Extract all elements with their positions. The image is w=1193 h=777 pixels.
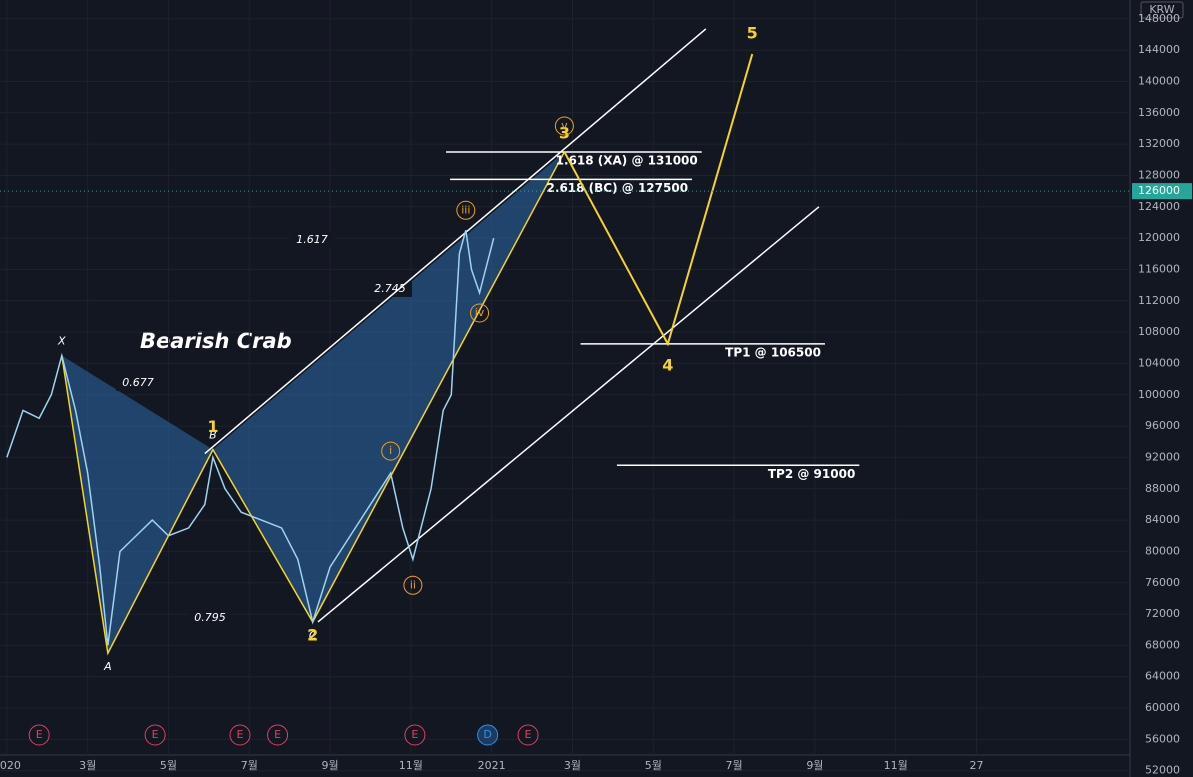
event-label: E [411,728,418,741]
y-tick-label: 96000 [1145,419,1180,432]
sub-wave-label: v [561,119,568,132]
currency-box [1140,1,1184,19]
y-tick-label: 72000 [1145,607,1180,620]
y-tick-label: 60000 [1145,701,1180,714]
x-tick-label: 7월 [726,759,743,772]
y-tick-label: 100000 [1138,388,1180,401]
y-tick-label: 112000 [1138,294,1180,307]
price-line [6,230,495,646]
sub-wave-marker [381,441,401,461]
event-marker [229,724,251,746]
y-tick-label: 132000 [1138,137,1180,150]
ratio-box [188,610,232,626]
y-tick-label: 88000 [1145,482,1180,495]
x-tick-label: 5월 [645,759,662,772]
y-tick-label: 140000 [1138,74,1180,87]
y-tick-label: 144000 [1138,43,1180,56]
ratio-box [116,375,160,391]
pattern-label: A [103,660,112,673]
event-marker [267,724,289,746]
level-label: TP1 @ 106500 [725,345,821,359]
ratio-box [368,281,412,297]
sub-wave-marker [470,303,490,323]
event-label: E [36,728,43,741]
level-label: 2.618 (BC) @ 127500 [547,181,689,195]
y-tick-label: 148000 [1138,12,1180,25]
wave-label: 2 [307,625,318,644]
event-label: D [483,728,491,741]
trend-line [204,28,707,455]
sub-wave-marker [456,200,476,220]
y-tick-label: 104000 [1138,356,1180,369]
event-label: E [152,728,159,741]
wave-label: 4 [662,355,673,374]
wave-label: 3 [559,123,570,142]
sub-wave-label: iv [475,306,485,319]
event-label: E [237,728,244,741]
y-tick-label: 56000 [1145,732,1180,745]
x-tick-label: 11월 [884,759,908,772]
wave-label: 5 [747,24,758,43]
y-tick-label: 136000 [1138,106,1180,119]
y-tick-label: 92000 [1145,450,1180,463]
sub-wave-marker [554,116,574,136]
y-tick-label: 80000 [1145,544,1180,557]
wave-projection [563,53,754,347]
y-tick-label: 76000 [1145,576,1180,589]
pattern-label: C [309,629,317,642]
event-marker [477,724,499,746]
event-label: E [525,728,532,741]
y-tick-label: 64000 [1145,670,1180,683]
last-price-label: 126000 [1138,184,1180,197]
event-marker [144,724,166,746]
chart-title: Bearish Crab [140,329,292,353]
event-marker [28,724,50,746]
event-marker [517,724,539,746]
sub-wave-marker [403,575,423,595]
currency: KRW [1149,3,1174,16]
y-tick-label: 108000 [1138,325,1180,338]
y-tick-label: 68000 [1145,638,1180,651]
x-tick-label: 11월 [399,759,423,772]
x-tick-label: 3월 [79,759,96,772]
x-tick-label: 9월 [806,759,823,772]
pattern-label: X [57,335,66,348]
pattern-line [61,151,566,656]
trend-line [317,206,820,623]
pattern-area [212,151,565,622]
ratio-label: 0.795 [194,611,226,624]
pattern-area [61,355,213,654]
event-marker [404,724,426,746]
x-tick-label: 3월 [564,759,581,772]
sub-wave-label: iii [461,203,470,216]
x-tick-label: 2020 [0,759,21,772]
sub-wave-label: ii [410,578,416,591]
x-tick-label: 5월 [160,759,177,772]
x-tick-label: 9월 [322,759,339,772]
y-tick-label: 120000 [1138,231,1180,244]
ratio-label: 1.617 [296,233,328,246]
x-tick-label: 27 [969,759,983,772]
ratio-box [290,232,334,248]
event-label: E [274,728,281,741]
pattern-label: B [209,429,217,442]
sub-wave-label: i [389,444,392,457]
ratio-label: 2.745 [374,282,406,295]
last-price-tag [1132,183,1192,200]
y-tick-label: 128000 [1138,168,1180,181]
ratio-label: 0.677 [122,376,154,389]
x-tick-label: 7월 [241,759,258,772]
y-tick-label: 84000 [1145,513,1180,526]
y-tick-label: 116000 [1138,262,1180,275]
level-label: TP2 @ 91000 [768,467,855,481]
wave-label: 1 [207,417,218,436]
x-tick-label: 2021 [478,759,506,772]
level-label: 1.618 (XA) @ 131000 [556,153,698,167]
y-tick-label: 124000 [1138,200,1180,213]
y-tick-label: 52000 [1145,764,1180,777]
